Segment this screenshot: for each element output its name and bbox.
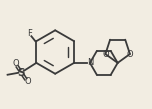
Text: S: S [18,68,25,78]
Text: O: O [24,77,31,86]
Text: O: O [102,49,109,59]
Text: N: N [87,58,93,67]
Text: O: O [127,49,133,59]
Text: O: O [12,59,19,68]
Text: F: F [27,29,32,38]
